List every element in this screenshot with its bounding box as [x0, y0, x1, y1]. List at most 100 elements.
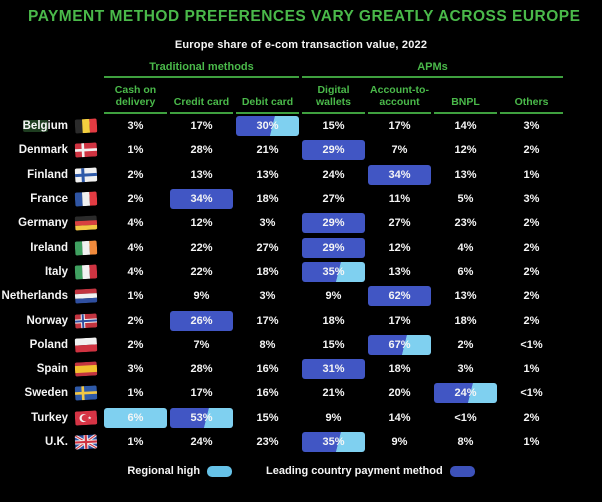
- value-text: 22%: [190, 265, 213, 278]
- value-text: 8%: [259, 338, 276, 351]
- value-text: 8%: [457, 436, 474, 448]
- poland-flag: [71, 333, 101, 357]
- value-text: 2%: [523, 217, 540, 230]
- value-cell: 17%: [170, 114, 233, 138]
- value-cell: 18%: [434, 308, 497, 332]
- value-cell: 15%: [302, 114, 365, 138]
- value-text: 3%: [523, 193, 540, 206]
- value-cell: 12%: [368, 235, 431, 259]
- highlight-pill-dark: 31%: [302, 359, 365, 380]
- value-text: 1%: [523, 436, 540, 448]
- value-text: 2%: [457, 338, 474, 351]
- value-cell: 11%: [368, 187, 431, 211]
- value-cell: 8%: [434, 430, 497, 454]
- value-cell: 8%: [236, 333, 299, 357]
- value-cell: 16%: [236, 357, 299, 381]
- value-text: 4%: [127, 265, 144, 278]
- legend-label: Regional high: [127, 465, 201, 477]
- value-text: 18%: [256, 193, 279, 206]
- value-text: 5%: [457, 193, 474, 206]
- value-cell: 17%: [368, 114, 431, 138]
- value-text: 2%: [127, 338, 144, 351]
- value-cell: 3%: [236, 284, 299, 308]
- column-header-account-to-account: Account-to-account: [368, 78, 431, 114]
- value-text: 4%: [127, 217, 144, 230]
- value-text: 2%: [523, 314, 540, 327]
- value-text: 22%: [190, 241, 213, 254]
- value-cell: 21%: [302, 381, 365, 405]
- legend-label: Leading country payment method: [266, 465, 443, 477]
- value-text: 1%: [127, 290, 144, 303]
- value-cell: 2%: [500, 406, 563, 430]
- value-text: 17%: [190, 120, 213, 133]
- france-flag: [71, 187, 101, 211]
- value-cell: 4%: [434, 235, 497, 259]
- highlight-pill-dark: 34%: [170, 189, 233, 210]
- norway-flag: [71, 308, 101, 332]
- value-cell: 13%: [368, 260, 431, 284]
- value-text: 12%: [388, 241, 411, 254]
- value-cell: 13%: [434, 284, 497, 308]
- value-text: 9%: [391, 436, 408, 448]
- value-cell: 13%: [170, 163, 233, 187]
- value-text: 14%: [454, 120, 477, 133]
- value-text: <1%: [520, 338, 543, 351]
- value-text: 12%: [190, 217, 213, 230]
- legend-swatch-dark: [449, 465, 475, 477]
- country-label: Finland: [27, 168, 68, 181]
- value-text: 1%: [523, 363, 540, 376]
- value-cell: 14%: [368, 406, 431, 430]
- value-text: 14%: [388, 411, 411, 424]
- country-label: Ireland: [30, 241, 68, 254]
- country-label: Netherlands: [1, 290, 68, 303]
- country-label: Sweden: [24, 387, 68, 400]
- highlight-pill-both: 35%: [302, 432, 365, 452]
- value-text: 17%: [388, 120, 411, 133]
- value-cell: 18%: [236, 260, 299, 284]
- value-cell: 3%: [104, 114, 167, 138]
- highlight-pill-dark: 62%: [368, 286, 431, 307]
- value-cell: 4%: [104, 211, 167, 235]
- value-cell: 18%: [368, 357, 431, 381]
- value-text: 23%: [256, 436, 279, 448]
- value-cell: 62%: [368, 284, 431, 308]
- value-cell: 28%: [170, 138, 233, 162]
- value-text: 15%: [322, 120, 345, 133]
- value-cell: 22%: [170, 260, 233, 284]
- highlight-pill-both: 24%: [434, 383, 497, 404]
- value-cell: 3%: [500, 187, 563, 211]
- value-cell: 4%: [104, 235, 167, 259]
- italy-flag: [71, 260, 101, 284]
- column-header-spacer: [2, 78, 101, 114]
- value-cell: 13%: [236, 163, 299, 187]
- value-text: 1%: [127, 387, 144, 400]
- value-text: 2%: [523, 411, 540, 424]
- value-text: 3%: [127, 120, 144, 133]
- country-label: Italy: [44, 265, 68, 278]
- chart-subtitle: Europe share of e-com transaction value,…: [174, 39, 428, 51]
- value-text: 1%: [127, 144, 144, 157]
- belgium-flag: [71, 114, 101, 138]
- value-text: 2%: [523, 144, 540, 157]
- ireland-flag: [71, 235, 101, 259]
- column-header-credit-card: Credit card: [170, 78, 233, 114]
- value-cell: 1%: [104, 381, 167, 405]
- value-cell: 18%: [302, 308, 365, 332]
- value-text: 4%: [457, 241, 474, 254]
- value-cell: 13%: [434, 163, 497, 187]
- legend-item-dark: Leading country payment method: [266, 465, 475, 477]
- highlight-pill-both: 30%: [236, 116, 299, 137]
- value-text: 3%: [259, 290, 276, 303]
- value-cell: 24%: [302, 163, 365, 187]
- highlight-pill-dark: 29%: [302, 140, 365, 161]
- spain-flag: [71, 357, 101, 381]
- column-header-cash-on-delivery: Cash on delivery: [104, 78, 167, 114]
- column-group-apms: APMs: [302, 58, 563, 78]
- value-cell: 21%: [236, 138, 299, 162]
- value-cell: 24%: [170, 430, 233, 454]
- value-text: 11%: [388, 193, 411, 206]
- value-cell: 1%: [500, 163, 563, 187]
- value-cell: 67%: [368, 333, 431, 357]
- country-label: U.K.: [45, 436, 68, 448]
- value-cell: 27%: [236, 235, 299, 259]
